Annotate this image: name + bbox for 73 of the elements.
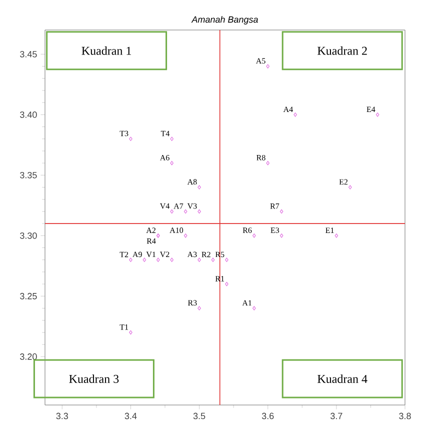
- annotation: A3: [187, 252, 197, 258]
- point: [156, 258, 160, 262]
- annotation: A4: [283, 106, 293, 112]
- point: [348, 185, 352, 190]
- point: [376, 112, 380, 117]
- point: [252, 306, 256, 310]
- annotation: A5: [256, 58, 266, 64]
- annotation: R8: [256, 154, 266, 160]
- annotation: V4: [160, 203, 170, 209]
- annotation: A9: [132, 252, 142, 258]
- point: [252, 234, 256, 238]
- annotation: A10: [170, 228, 184, 233]
- point: [198, 209, 201, 214]
- x-tick-label: 3.8: [399, 412, 411, 420]
- annotation: R2: [202, 252, 210, 258]
- annotation: Kuadran 3: [69, 374, 119, 383]
- annotation: V1: [146, 252, 156, 258]
- point: [198, 185, 201, 190]
- annotation: A1: [242, 300, 252, 306]
- annotation: E1: [326, 228, 334, 233]
- point: [129, 258, 132, 262]
- annotation: R7: [270, 204, 280, 209]
- point: [225, 258, 228, 262]
- annotation: Kuadran 1: [82, 46, 131, 55]
- point: [198, 258, 201, 262]
- point: [280, 234, 284, 238]
- point: [170, 209, 174, 214]
- chart-title: Amanah Bangsa: [191, 16, 258, 24]
- y-tick-label: 3.40: [20, 111, 37, 118]
- point: [142, 258, 146, 262]
- point: [170, 136, 174, 141]
- point: [211, 258, 215, 262]
- y-tick-label: 3.45: [20, 51, 37, 58]
- x-tick-label: 3.3: [56, 412, 68, 420]
- annotation: V3: [187, 203, 197, 209]
- point: [280, 209, 284, 214]
- y-tick-label: 3.20: [20, 353, 37, 360]
- annotation: V2: [160, 252, 170, 258]
- y-tick-label: 3.30: [20, 232, 37, 239]
- point: [184, 234, 188, 238]
- annotation: R6: [242, 228, 252, 233]
- annotation: T2: [120, 252, 128, 258]
- x-tick-label: 3.7: [330, 412, 342, 420]
- point: [129, 330, 132, 335]
- annotation: T1: [120, 324, 128, 330]
- annotation: T4: [160, 130, 170, 136]
- point: [294, 112, 297, 117]
- point: [266, 64, 270, 68]
- annotation: Kuadran 2: [318, 46, 367, 55]
- x-tick-label: 3.4: [124, 412, 137, 420]
- annotation: A8: [187, 179, 197, 185]
- point: [225, 282, 228, 286]
- annotation: Kuadran 4: [318, 374, 368, 383]
- annotation: E2: [339, 179, 348, 185]
- annotation: A7: [174, 203, 184, 209]
- annotation: T3: [120, 130, 128, 136]
- point: [334, 234, 338, 238]
- annotation: E4: [366, 106, 376, 112]
- point: [266, 160, 270, 166]
- y-tick-label: 3.25: [20, 292, 37, 300]
- point: [170, 160, 174, 166]
- annotation: A2: [146, 228, 156, 233]
- annotation: R4: [146, 238, 156, 244]
- x-tick-label: 3.6: [262, 412, 274, 420]
- annotation: A6: [160, 154, 170, 160]
- point: [198, 306, 201, 310]
- point: [184, 209, 188, 214]
- annotation: E3: [270, 228, 280, 233]
- y-tick-label: 3.35: [20, 172, 37, 178]
- x-tick-label: 3.5: [193, 412, 206, 420]
- point: [129, 136, 132, 141]
- point: [170, 258, 174, 262]
- annotation: R3: [188, 300, 197, 306]
